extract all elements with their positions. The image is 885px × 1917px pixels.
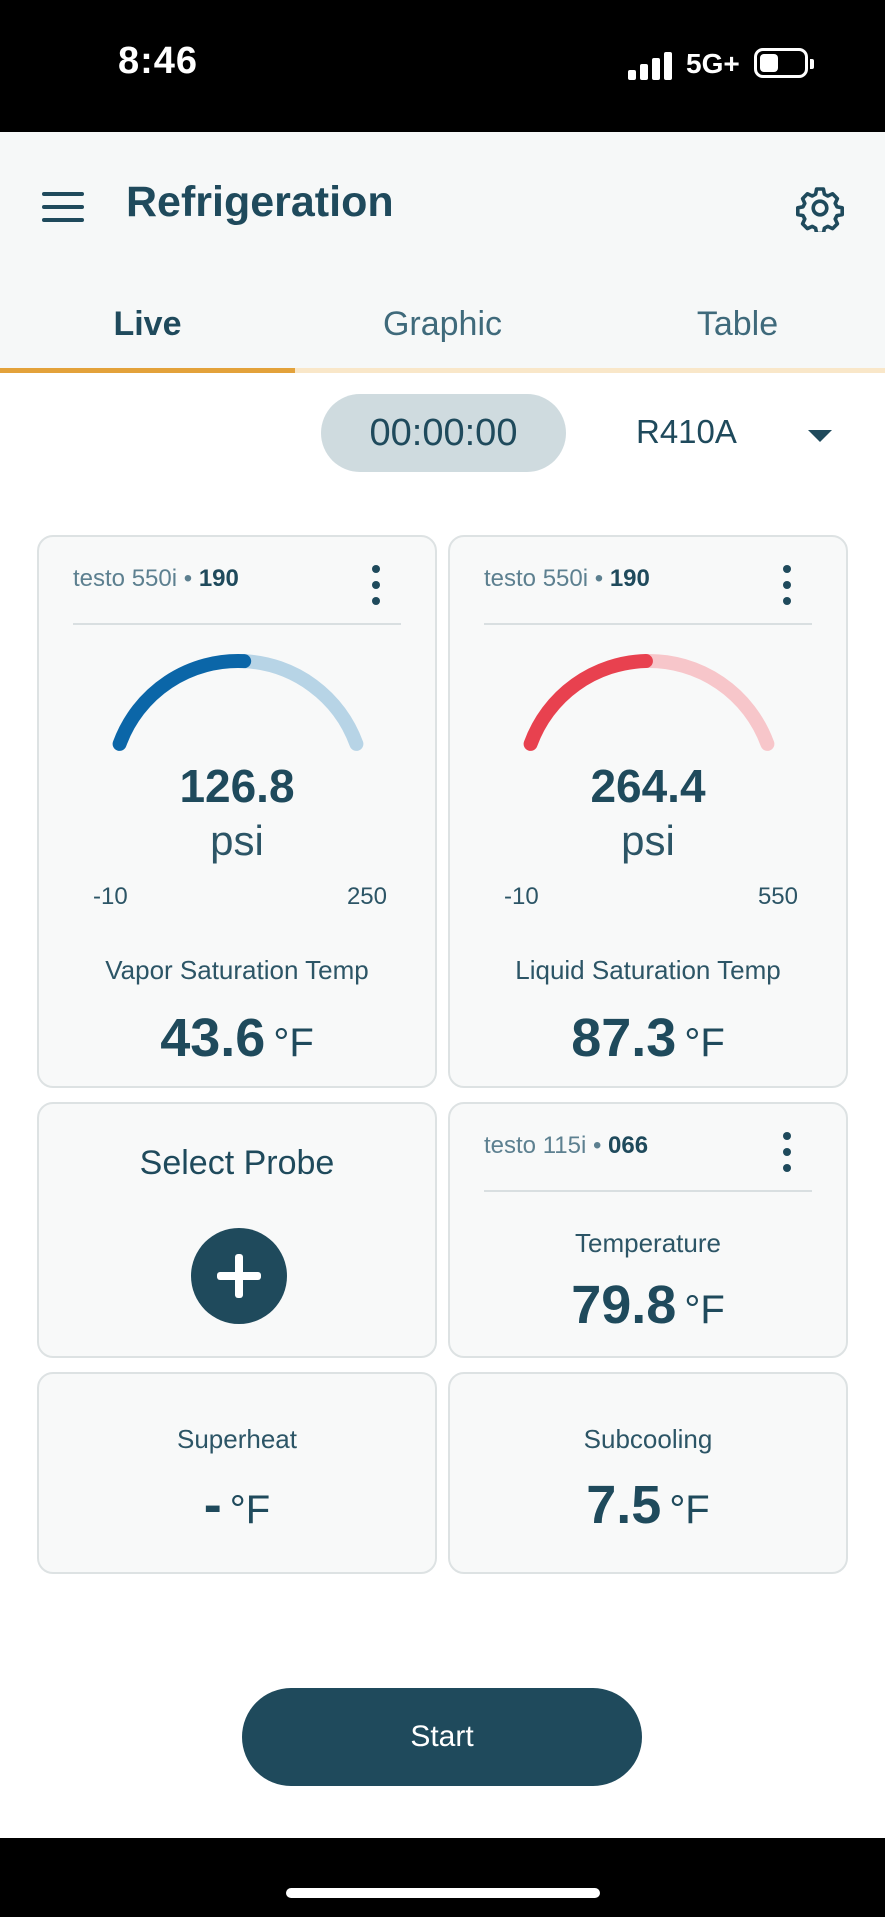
saturation-temp: 43.6 °F: [160, 1008, 314, 1068]
superheat-value: - °F: [203, 1475, 271, 1535]
tab-live[interactable]: Live: [113, 305, 182, 343]
more-options-icon[interactable]: [371, 565, 381, 605]
gear-icon[interactable]: [796, 184, 844, 232]
gauge-fill: [523, 654, 653, 751]
menu-icon[interactable]: [42, 192, 84, 222]
tab-active-indicator: [0, 368, 295, 373]
select-probe-card[interactable]: Select Probe: [37, 1102, 437, 1358]
tab-table[interactable]: Table: [696, 305, 779, 343]
temperature-label: Temperature: [575, 1228, 721, 1258]
saturation-temp: 87.3 °F: [571, 1008, 725, 1068]
superheat-card: Superheat - °F: [37, 1372, 437, 1574]
app-header: [0, 132, 885, 372]
card-header: testo 550i • 190: [73, 565, 401, 625]
more-options-icon[interactable]: [782, 565, 792, 605]
device-name: testo 550i • 190: [484, 565, 650, 592]
tab-bar: Live Graphic Table: [0, 296, 885, 372]
page-title: Refrigeration: [126, 178, 394, 226]
home-indicator[interactable]: [286, 1888, 600, 1898]
subcooling-card: Subcooling 7.5 °F: [448, 1372, 848, 1574]
superheat-label: Superheat: [177, 1424, 297, 1454]
pressure-unit: psi: [210, 817, 264, 864]
pressure-gauge: [523, 654, 775, 751]
gauge-max: 250: [346, 883, 387, 910]
gauge-fill: [112, 654, 252, 751]
add-probe-button[interactable]: [191, 1228, 287, 1324]
gauge-track: [638, 654, 775, 751]
device-name: testo 115i • 066: [484, 1132, 649, 1159]
gauge-track: [237, 654, 364, 751]
cellular-signal-icon: [628, 50, 674, 80]
gauge-min: -10: [504, 883, 539, 910]
card-header: testo 550i • 190: [484, 565, 812, 625]
temperature-value: 79.8 °F: [571, 1275, 725, 1335]
more-options-icon[interactable]: [782, 1132, 792, 1172]
pressure-unit: psi: [621, 817, 675, 864]
tab-graphic[interactable]: Graphic: [382, 305, 503, 343]
pressure-gauge: [112, 654, 364, 751]
subcooling-value: 7.5 °F: [586, 1475, 710, 1535]
pressure-value: 126.8: [179, 760, 295, 812]
saturation-label: Vapor Saturation Temp: [105, 955, 369, 985]
bottom-bar: [0, 1838, 885, 1917]
gauge-max: 550: [757, 883, 798, 910]
saturation-label: Liquid Saturation Temp: [515, 955, 781, 985]
gauge-min: -10: [93, 883, 128, 910]
battery-icon: [754, 48, 814, 78]
temperature-card: testo 115i • 066 Temperature 79.8 °F: [448, 1102, 848, 1358]
tab-track: [0, 368, 885, 373]
timer-display: 00:00:00: [321, 394, 566, 472]
select-probe-label: Select Probe: [139, 1144, 335, 1182]
subcooling-label: Subcooling: [583, 1424, 713, 1454]
gauge-card-vapor: testo 550i • 190 126.8 psi -10 250 Vapor…: [37, 535, 437, 1088]
device-name: testo 550i • 190: [73, 565, 239, 592]
start-button[interactable]: Start: [242, 1688, 642, 1786]
status-time: 8:46: [118, 40, 199, 82]
card-header: testo 115i • 066: [484, 1132, 812, 1192]
network-type: 5G+: [686, 48, 740, 79]
gauge-card-liquid: testo 550i • 190 264.4 psi -10 550 Liqui…: [448, 535, 848, 1088]
chevron-down-icon[interactable]: [808, 430, 832, 442]
status-bar: 8:46 5G+: [0, 0, 885, 132]
refrigerant-select[interactable]: R410A: [636, 413, 737, 450]
pressure-value: 264.4: [590, 760, 706, 812]
